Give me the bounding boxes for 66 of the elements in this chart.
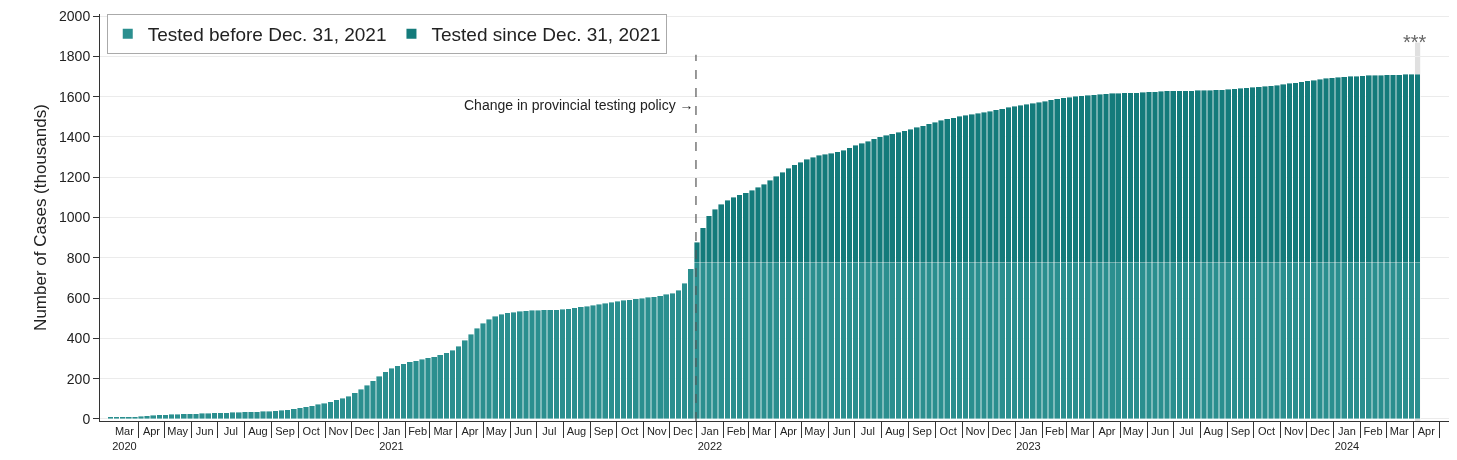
y-tick-label: 1000 — [59, 209, 91, 226]
x-tick-label: Jul — [223, 425, 238, 438]
x-tick-label: Nov — [965, 425, 986, 438]
x-tick-label: Sep — [593, 425, 614, 438]
x-tick-label: Apr — [779, 425, 798, 438]
x-tick-label: Jun — [195, 425, 214, 438]
x-tick-label: May — [804, 425, 826, 438]
legend-label: Tested since Dec. 31, 2021 — [431, 24, 661, 46]
x-tick-label: Apr — [142, 425, 161, 438]
x-tick-label: May — [485, 425, 508, 438]
x-tick-label: Jun — [1151, 425, 1170, 438]
x-tick-label: May — [1122, 425, 1145, 438]
y-tick-label: 1600 — [59, 88, 91, 105]
x-tick-label: Oct — [1258, 425, 1276, 438]
x-tick-label: Apr — [461, 425, 479, 438]
x-tick-label: Aug — [885, 425, 905, 438]
ref-line-label: Change in provincial testing policy → — [464, 97, 694, 113]
x-tick-label: Mar — [1389, 425, 1410, 438]
x-tick-label: Jun — [514, 425, 533, 438]
x-tick-label: Aug — [566, 425, 587, 438]
x-tick-label: Jan 2023 — [1016, 425, 1041, 452]
x-tick-label: Jan 2021 — [379, 425, 404, 452]
x-tick-label: Jan 2022 — [697, 425, 723, 452]
x-tick-label: Sep — [275, 425, 295, 438]
x-tick-label: Jul — [542, 425, 557, 438]
x-tick-label: Dec — [673, 425, 694, 438]
x-tick-label: Jan 2024 — [1334, 425, 1360, 452]
x-tick-label: Sep — [1230, 425, 1251, 438]
x-tick-label: Mar — [751, 425, 772, 438]
x-tick-label: Mar 2020 — [112, 425, 137, 452]
x-tick-label: Oct — [939, 425, 957, 438]
y-tick-label: 1800 — [59, 48, 91, 65]
x-tick-label: Feb — [1045, 425, 1065, 438]
x-tick-label: Feb — [1363, 425, 1383, 438]
x-tick-label: Apr — [1098, 425, 1116, 438]
y-axis-title: Number of Cases (thousands) — [30, 104, 50, 331]
y-tick-label: 2000 — [59, 7, 91, 24]
x-tick-label: Apr — [1417, 425, 1436, 438]
x-tick-label: Nov — [1283, 425, 1304, 438]
y-tick-label: 1200 — [59, 169, 91, 186]
y-tick-label: 600 — [66, 289, 91, 306]
x-tick-label: Mar — [1070, 425, 1090, 438]
x-tick-label: Oct — [302, 425, 320, 438]
y-tick-label: 400 — [66, 330, 91, 347]
x-tick-label: Jun — [832, 425, 851, 438]
x-tick-label: Dec — [991, 425, 1012, 438]
x-tick-label: Oct — [621, 425, 639, 438]
y-tick-label: 200 — [66, 370, 91, 387]
legend-label: Tested before Dec. 31, 2021 — [147, 24, 387, 46]
x-tick-label: Dec — [354, 425, 375, 438]
x-tick-label: Dec — [1310, 425, 1331, 438]
band-label: *** — [1403, 31, 1427, 53]
x-tick-label: Nov — [328, 425, 349, 438]
x-tick-label: Mar — [433, 425, 453, 438]
y-tick-label: 1400 — [59, 128, 91, 145]
x-tick-label: Feb — [408, 425, 428, 438]
x-tick-label: Sep — [912, 425, 932, 438]
y-tick-label: 0 — [82, 410, 91, 427]
x-tick-label: Aug — [248, 425, 268, 438]
x-tick-label: Feb — [726, 425, 746, 438]
x-tick-label: Nov — [646, 425, 667, 438]
x-tick-label: Aug — [1203, 425, 1224, 438]
x-tick-label: May — [167, 425, 189, 438]
x-tick-label: Jul — [860, 425, 875, 438]
x-tick-label: Jul — [1179, 425, 1194, 438]
y-tick-label: 800 — [66, 249, 91, 266]
